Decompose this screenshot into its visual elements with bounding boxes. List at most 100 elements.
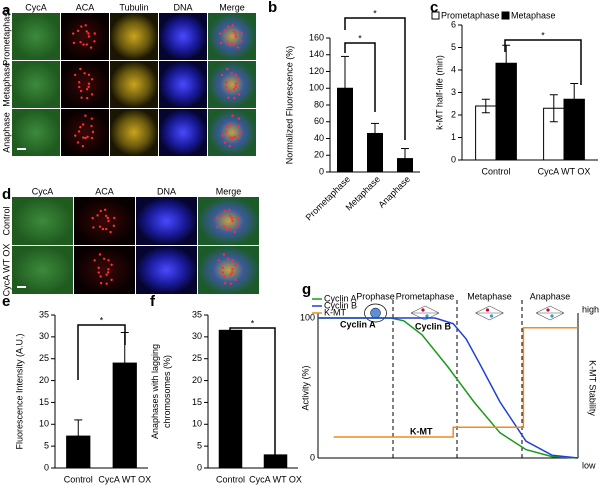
phase-label: Metaphase — [467, 291, 512, 301]
significance-bracket — [504, 39, 582, 85]
y-tick-label: 20 — [39, 375, 49, 385]
chromosome-icon — [489, 314, 494, 318]
kinetochore-dot — [76, 141, 80, 144]
kinetochore-dot — [229, 227, 232, 231]
significance-mark: * — [541, 30, 545, 40]
kinetochore-dot — [230, 72, 233, 75]
kinetochore-dot — [91, 216, 94, 220]
row-label: Metaphase — [1, 62, 11, 107]
y2-tick-label: high — [582, 304, 599, 314]
kinetochore-dot — [229, 43, 232, 46]
y-tick-label: 35 — [192, 309, 202, 319]
y-axis-label: Normalized Fluorescence (%) — [284, 46, 294, 165]
micrograph — [110, 109, 158, 156]
y-tick-label: 0 — [451, 154, 456, 164]
micrograph — [74, 246, 135, 294]
micrograph — [208, 109, 256, 156]
kinetochore-dot — [231, 114, 234, 117]
row-label: Prometaphase — [1, 7, 11, 66]
column-label: CycA — [25, 2, 47, 12]
kinetochore-dot — [74, 134, 77, 137]
column-label: Tubulin — [119, 2, 148, 12]
y-tick-label: 15 — [39, 397, 49, 407]
kinetochore-dot — [226, 257, 230, 261]
series-line — [318, 317, 579, 459]
row-label: Anaphase — [1, 112, 11, 153]
x-tick-label: Control — [64, 474, 93, 484]
kinetochore-dot — [232, 43, 235, 46]
kinetochore-dot — [230, 271, 234, 274]
spindle-icon — [475, 305, 504, 321]
x-tick-label: CycA WT OX — [538, 166, 591, 176]
y-axis-label: k-MT half-life (min) — [434, 55, 444, 130]
legend-label: Cyclin B — [324, 300, 357, 310]
kinetochore-dot — [237, 78, 241, 81]
kinetochore-dot — [85, 88, 89, 91]
y-tick-label: 0 — [44, 462, 49, 472]
panel-letter: d — [2, 186, 11, 203]
significance-bracket — [344, 42, 376, 112]
kinetochore-dot — [87, 32, 90, 35]
kinetochore-dot — [90, 78, 94, 81]
legend-label: K-MT — [324, 307, 346, 317]
y-tick-label: 100 — [309, 83, 324, 93]
kinetochore-dot — [221, 134, 224, 137]
phase-label: Anaphase — [530, 291, 571, 301]
kinetochore-dot — [107, 219, 110, 223]
significance-bracket — [77, 324, 126, 380]
kinetochore-dot — [229, 273, 232, 276]
kinetochore-dot — [97, 271, 100, 274]
kinetochore-dot — [107, 268, 110, 271]
y-tick-label: 80 — [314, 99, 324, 109]
kinetochore-dot — [240, 40, 243, 43]
y-tick-label: 0 — [310, 452, 315, 462]
kinetochore-dot — [86, 135, 89, 138]
legend-label: Prometaphase — [441, 10, 500, 20]
y-tick-label: 5 — [44, 441, 49, 451]
kinetochore-dot — [83, 72, 86, 75]
y-axis-label: Fluorescence Intensity (A.U.) — [14, 333, 24, 449]
kinetochore-dot — [93, 40, 96, 43]
x-tick-label: CycA WT OX — [249, 474, 302, 484]
phase-label: Prophase — [356, 291, 395, 301]
y-tick-label: 3 — [451, 87, 456, 97]
kinetochore-dot — [84, 136, 87, 140]
kinetochore-dot — [80, 25, 83, 28]
kinetochore-dot — [224, 130, 228, 133]
chromosome-icon — [485, 308, 490, 312]
kinetochore-dot — [77, 81, 81, 84]
kinetochore-dot — [99, 281, 103, 285]
kinetochore-dot — [232, 96, 236, 100]
y-tick-label: 60 — [314, 116, 324, 126]
kinetochore-dot — [234, 82, 238, 85]
micrograph — [12, 197, 73, 245]
kinetochore-dot — [110, 263, 113, 266]
kinetochore-dot — [105, 273, 108, 276]
kinetochore-dot — [87, 35, 91, 38]
y-tick-label: 10 — [39, 419, 49, 429]
kinetochore-dot — [79, 67, 82, 71]
kinetochore-dot — [96, 214, 99, 217]
y-tick-label: 25 — [39, 353, 49, 363]
column-label: Merge — [216, 186, 242, 196]
kinetochore-dot — [237, 93, 241, 96]
kinetochore-dot — [103, 208, 107, 212]
kinetochore-dot — [225, 227, 229, 231]
chromosome-icon — [550, 314, 554, 318]
micrograph — [74, 197, 135, 245]
kinetochore-dot — [85, 30, 88, 33]
kinetochore-dot — [72, 41, 76, 45]
kinetochore-dot — [77, 130, 81, 133]
kinetochore-dot — [234, 85, 237, 89]
y-tick-label: 35 — [39, 309, 49, 319]
kinetochore-dot — [230, 216, 234, 220]
y-tick-label: 0 — [197, 462, 202, 472]
kinetochore-dot — [236, 46, 240, 49]
kinetochore-dot — [228, 214, 232, 218]
panel-letter: a — [2, 2, 11, 19]
y-tick-label: 100 — [300, 312, 315, 322]
y-tick-label: 6 — [451, 19, 456, 29]
x-tick-label: CycA WT OX — [98, 474, 151, 484]
micrograph — [208, 13, 256, 60]
kinetochore-dot — [99, 275, 102, 278]
